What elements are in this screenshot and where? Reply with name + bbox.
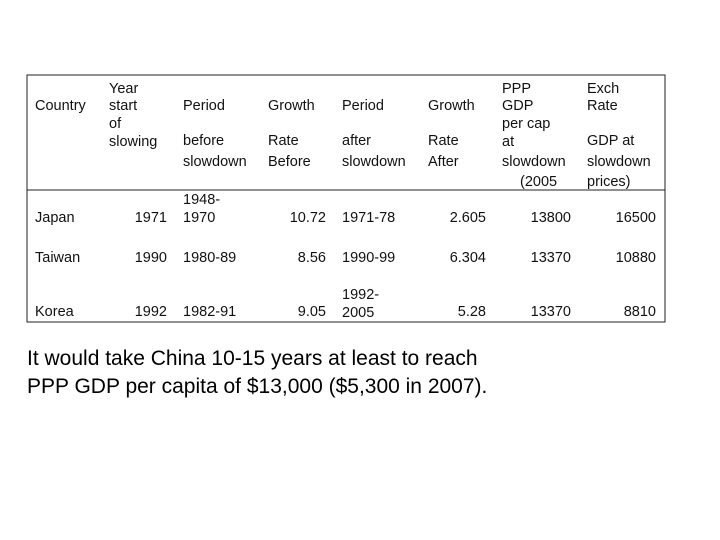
header-cell: Year [109, 81, 138, 97]
cell: 9.05 [298, 304, 326, 320]
header-cell: PPP [502, 81, 531, 97]
header-cell: slowing [109, 134, 157, 150]
cell: 2.605 [450, 210, 486, 226]
caption-line: PPP GDP per capita of $13,000 ($5,300 in… [27, 375, 487, 398]
cell: 1980-89 [183, 250, 236, 266]
header-cell: Growth [428, 98, 475, 114]
header-cell: Before [268, 154, 311, 170]
header-cell: GDP [502, 98, 533, 114]
country: Japan [35, 210, 75, 226]
header-cell: start [109, 98, 137, 114]
country: Taiwan [35, 250, 80, 266]
header-cell: Period [183, 98, 225, 114]
header-cell: per cap [502, 116, 550, 132]
header-cell: Exch [587, 81, 619, 97]
cell: 1990 [135, 250, 167, 266]
header-cell: slowdown [587, 154, 651, 170]
cell: 1982-91 [183, 304, 236, 320]
table-body: Japan 1971 1948- 1970 10.72 1971-78 2.60… [35, 192, 656, 321]
cell: 1990-99 [342, 250, 395, 266]
cell: 16500 [616, 210, 656, 226]
header-cell: (2005 [520, 174, 557, 190]
cell: 10880 [616, 250, 656, 266]
cell: 1992 [135, 304, 167, 320]
cell: 2005 [342, 305, 374, 321]
cell: 13800 [531, 210, 571, 226]
cell: 1970 [183, 210, 215, 226]
cell: 8.56 [298, 250, 326, 266]
cell: 10.72 [290, 210, 326, 226]
header-cell: after [342, 133, 371, 149]
country: Korea [35, 304, 75, 320]
cell: 1971 [135, 210, 167, 226]
header-cell: prices) [587, 174, 631, 190]
header-cell: Growth [268, 98, 315, 114]
caption-line: It would take China 10-15 years at least… [27, 347, 478, 370]
header-cell: at [502, 134, 514, 150]
cell: 13370 [531, 250, 571, 266]
cell: 8810 [624, 304, 656, 320]
cell: 13370 [531, 304, 571, 320]
header-cell: Rate [587, 98, 618, 114]
header-cell: Rate [428, 133, 459, 149]
cell: 1971-78 [342, 210, 395, 226]
cell: 1948- [183, 192, 220, 208]
header-cell: GDP at [587, 133, 634, 149]
header-cell: Country [35, 98, 87, 114]
table-border [26, 74, 666, 323]
cell: 1992- [342, 287, 379, 303]
header-cell: slowdown [342, 154, 406, 170]
cell: 6.304 [450, 250, 486, 266]
header-cell: before [183, 133, 224, 149]
cell: 5.28 [458, 304, 486, 320]
header-cell: slowdown [183, 154, 247, 170]
table-header: Country Year start of slowing Period bef… [35, 81, 651, 190]
header-cell: Rate [268, 133, 299, 149]
header-cell: Period [342, 98, 384, 114]
header-cell: slowdown [502, 154, 566, 170]
header-cell: of [109, 116, 122, 132]
header-cell: After [428, 154, 459, 170]
